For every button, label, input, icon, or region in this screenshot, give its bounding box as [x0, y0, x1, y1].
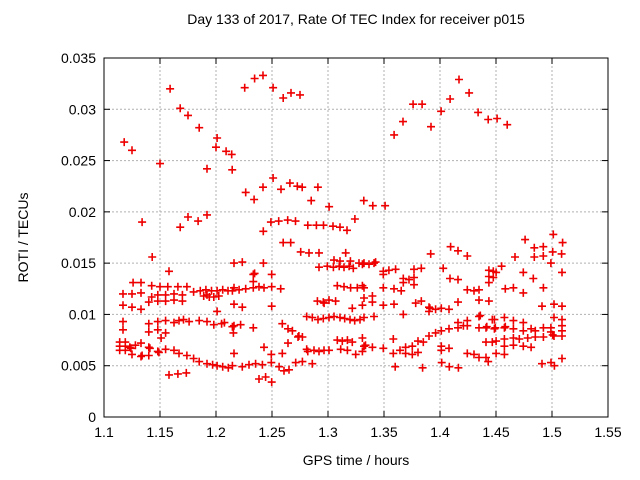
x-tick-label: 1.1 [94, 424, 114, 440]
y-tick-labels: 0 0.005 0.01 0.015 0.02 0.025 0.03 0.035 [61, 50, 96, 425]
y-tick-label: 0.02 [69, 204, 96, 220]
y-tick-label: 0 [88, 409, 96, 425]
x-tick-label: 1.55 [594, 424, 621, 440]
x-tick-label: 1.25 [258, 424, 285, 440]
x-tick-label: 1.45 [482, 424, 509, 440]
y-axis-label: ROTI / TECUs [15, 193, 31, 283]
x-tick-label: 1.3 [318, 424, 338, 440]
x-tick-labels: 1.1 1.15 1.2 1.25 1.3 1.35 1.4 1.45 1.5 1.55 [94, 424, 622, 440]
x-tick-label: 1.4 [430, 424, 450, 440]
x-axis-label: GPS time / hours [303, 452, 410, 468]
y-tick-label: 0.035 [61, 50, 96, 66]
x-tick-label: 1.35 [370, 424, 397, 440]
scatter-points-path [115, 71, 567, 387]
x-tick-label: 1.15 [146, 424, 173, 440]
y-tick-label: 0.03 [69, 101, 96, 117]
scatter-points [115, 71, 567, 387]
plot-border [103, 57, 609, 418]
x-tick-label: 1.2 [206, 424, 226, 440]
y-tick-label: 0.015 [61, 255, 96, 271]
x-tick-label: 1.5 [542, 424, 562, 440]
y-tick-label: 0.005 [61, 358, 96, 374]
chart-title: Day 133 of 2017, Rate Of TEC Index for r… [187, 11, 525, 27]
y-tick-label: 0.01 [69, 306, 96, 322]
y-tick-label: 0.025 [61, 153, 96, 169]
axis-ticks [103, 57, 609, 418]
